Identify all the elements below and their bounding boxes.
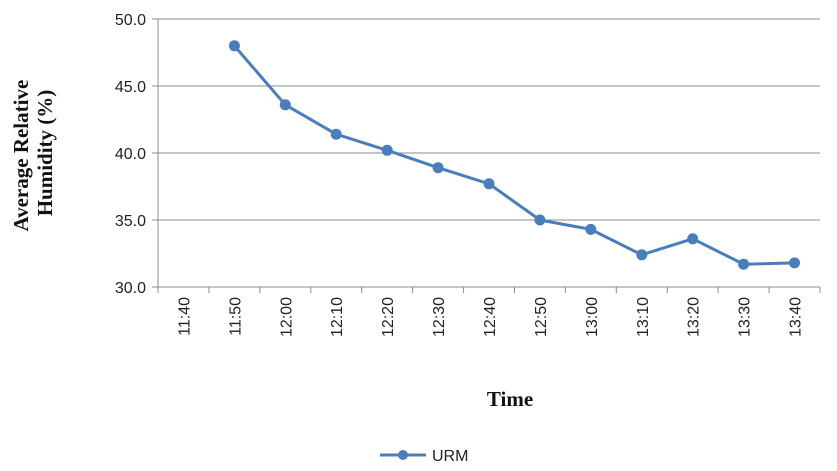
y-tick-label: 45.0 <box>115 79 146 96</box>
series-line-urm <box>233 44 795 266</box>
data-point <box>534 214 546 226</box>
x-tick-label: 13:40 <box>788 297 805 337</box>
data-point <box>279 99 291 111</box>
data-point <box>789 257 800 269</box>
x-tick-label: 12:10 <box>329 297 346 337</box>
data-point <box>738 258 750 270</box>
x-tick-label: 13:30 <box>737 297 754 337</box>
y-tick-label: 35.0 <box>115 213 146 230</box>
y-axis-title-line-1: Average Relative <box>9 80 33 232</box>
y-tick-label: 30.0 <box>115 280 146 297</box>
x-tick-label: 11:40 <box>176 297 193 336</box>
x-tick-label: 13:00 <box>584 297 601 337</box>
x-tick-label: 12:40 <box>482 297 499 337</box>
gridlines <box>158 18 820 288</box>
x-axis-title: Time <box>487 387 533 411</box>
data-point <box>585 223 597 235</box>
data-point <box>636 249 648 261</box>
x-tick-label: 12:30 <box>431 297 448 337</box>
data-point <box>228 40 240 52</box>
legend-label: URM <box>432 448 468 465</box>
data-point <box>483 178 495 190</box>
series-urm <box>228 40 800 270</box>
y-tick-label: 50.0 <box>115 12 146 29</box>
data-point <box>687 233 699 245</box>
x-tick-label: 12:20 <box>380 297 397 337</box>
data-point <box>381 144 393 156</box>
y-tick-label: 40.0 <box>115 146 146 163</box>
axes <box>152 18 821 293</box>
data-point <box>432 162 444 174</box>
x-tick-label: 12:50 <box>533 297 550 337</box>
legend-point-marker <box>398 450 408 460</box>
y-axis-title-line-2: Humidity (%) <box>33 90 57 217</box>
x-tick-label: 13:20 <box>686 297 703 337</box>
legend: URM <box>380 448 468 465</box>
x-tick-label: 12:00 <box>278 297 295 337</box>
y-axis-tick-labels: 30.0 35.0 40.0 45.0 50.0 <box>115 12 146 297</box>
x-tick-label: 11:50 <box>227 297 244 336</box>
data-point <box>330 128 342 140</box>
x-axis-tick-labels: 11:40 11:50 12:00 12:10 12:20 12:30 12:40 12:50… <box>176 297 804 337</box>
y-axis-title: Average Relative Humidity (%) <box>9 74 57 231</box>
x-tick-label: 13:10 <box>635 297 652 337</box>
